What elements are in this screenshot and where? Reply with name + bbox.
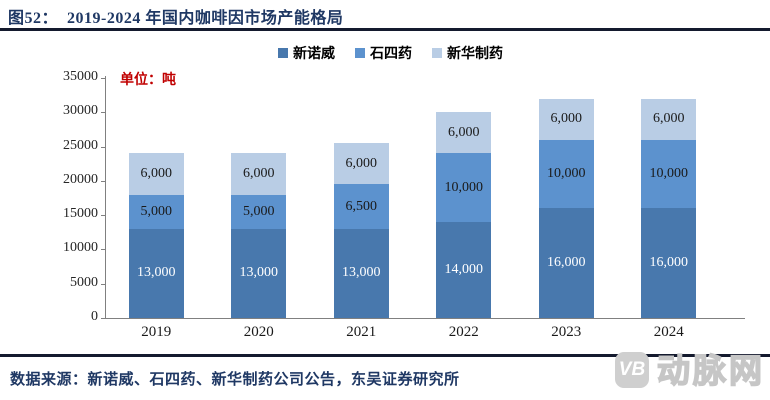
y-tick-label: 20000 <box>63 171 98 187</box>
bar-segment-新华制药: 6,000 <box>538 98 594 140</box>
stacked-bar-2021: 6,000 6,500 13,000 <box>333 143 389 318</box>
y-tick-label: 25000 <box>63 137 98 153</box>
y-tick-mark <box>101 146 105 148</box>
bar-segment-石四药: 10,000 <box>538 139 594 209</box>
y-axis-line <box>105 76 106 319</box>
y-tick-mark <box>101 283 105 285</box>
legend-swatch-icon <box>278 48 288 58</box>
y-tick-label: 30000 <box>63 103 98 119</box>
y-tick-mark <box>101 215 105 217</box>
x-axis-label-2021: 2021 <box>346 324 377 340</box>
stacked-bar-2019: 6,000 5,000 13,000 <box>128 153 184 318</box>
y-tick-mark <box>101 249 105 251</box>
bar-segment-新华制药: 6,000 <box>231 153 287 195</box>
bar-segment-新华制药: 6,000 <box>333 143 389 185</box>
x-axis-label-2019: 2019 <box>141 324 172 340</box>
y-tick-label: 5000 <box>70 274 98 290</box>
bar-slot-2020: 6,000 5,000 13,000 <box>208 78 311 318</box>
y-tick-label: 0 <box>91 309 98 324</box>
bar-segment-新诺威: 13,000 <box>231 228 287 318</box>
stacked-bar-2024: 6,000 10,000 16,000 <box>641 98 697 318</box>
bar-segment-新华制药: 6,000 <box>128 153 184 195</box>
x-axis-label-2023: 2023 <box>551 324 582 340</box>
y-tick-mark <box>101 318 105 319</box>
bar-slot-2023: 6,000 10,000 16,000 <box>515 78 618 318</box>
figure-title: 图52： 2019-2024 年国内咖啡因市场产能格局 <box>8 10 344 27</box>
legend-swatch-icon <box>432 48 442 58</box>
x-axis-label-2024: 2024 <box>653 324 684 340</box>
title-divider <box>0 28 770 31</box>
stacked-bar-2020: 6,000 5,000 13,000 <box>231 153 287 318</box>
x-axis-line <box>105 318 745 319</box>
bar-segment-新诺威: 13,000 <box>128 228 184 318</box>
bars-container: 6,000 5,000 13,000 6,000 5,000 13,000 6,000 6,5… <box>105 78 720 318</box>
bar-segment-石四药: 5,000 <box>231 194 287 229</box>
bar-segment-石四药: 5,000 <box>128 194 184 229</box>
x-axis-label-2020: 2020 <box>243 324 274 340</box>
x-axis-labels: 2019 2020 2021 2022 2023 2024 <box>105 324 720 341</box>
bar-segment-石四药: 10,000 <box>641 139 697 209</box>
chart-plot: 6,000 5,000 13,000 6,000 5,000 13,000 6,000 6,5… <box>63 69 745 341</box>
legend-item-石四药: 石四药 <box>355 43 412 63</box>
data-source-text: 数据来源：新诺威、石四药、新华制药公司公告，东吴证券研究所 <box>10 372 460 388</box>
watermark: VB 动脉网 <box>615 352 765 388</box>
legend: 新诺威 石四药 新华制药 <box>278 43 503 63</box>
stacked-bar-2023: 6,000 10,000 16,000 <box>538 98 594 318</box>
bar-segment-石四药: 6,500 <box>333 184 389 229</box>
y-tick-mark <box>101 180 105 182</box>
bar-slot-2022: 6,000 10,000 14,000 <box>413 78 516 318</box>
bar-segment-新诺威: 14,000 <box>436 222 492 318</box>
stacked-bar-2022: 6,000 10,000 14,000 <box>436 112 492 318</box>
bar-slot-2021: 6,000 6,500 13,000 <box>310 78 413 318</box>
watermark-logo-icon: VB <box>615 352 649 388</box>
bar-slot-2024: 6,000 10,000 16,000 <box>618 78 721 318</box>
bar-segment-新诺威: 16,000 <box>641 208 697 318</box>
footer-divider <box>0 354 770 357</box>
watermark-name: 动脉网 <box>656 350 765 390</box>
y-tick-label: 35000 <box>63 69 98 84</box>
legend-item-新诺威: 新诺威 <box>278 43 335 63</box>
y-tick-mark <box>101 78 105 79</box>
bar-segment-石四药: 10,000 <box>436 153 492 222</box>
legend-item-新华制药: 新华制药 <box>432 43 503 63</box>
bar-segment-新诺威: 16,000 <box>538 208 594 318</box>
y-tick-label: 10000 <box>63 240 98 256</box>
bar-slot-2019: 6,000 5,000 13,000 <box>105 78 208 318</box>
y-tick-mark <box>101 112 105 114</box>
unit-label: 单位：吨 <box>120 73 176 88</box>
bar-segment-新华制药: 6,000 <box>436 112 492 154</box>
bar-segment-新诺威: 13,000 <box>333 228 389 318</box>
legend-label: 石四药 <box>370 47 412 62</box>
y-tick-label: 15000 <box>63 206 98 222</box>
legend-label: 新诺威 <box>293 47 335 62</box>
legend-swatch-icon <box>355 48 365 58</box>
legend-label: 新华制药 <box>447 47 503 62</box>
bar-segment-新华制药: 6,000 <box>641 98 697 140</box>
x-axis-label-2022: 2022 <box>448 324 479 340</box>
